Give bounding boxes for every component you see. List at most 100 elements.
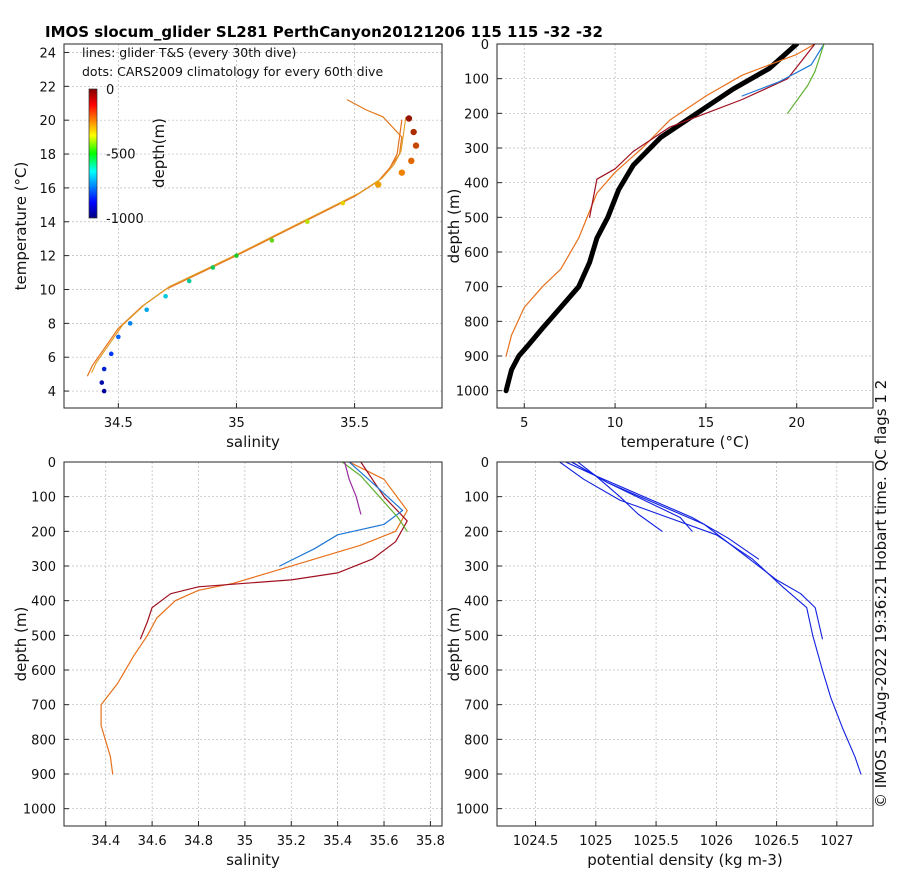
series-line-2 <box>346 99 403 169</box>
y-tick-label: 400 <box>31 595 56 610</box>
colorbar-tick-label: -500 <box>106 148 136 163</box>
series-line-1 <box>100 462 408 775</box>
y-tick-label: 900 <box>464 350 489 365</box>
colorbar-tick-label: -1000 <box>106 212 144 227</box>
x-tick-label: 1026 <box>700 834 733 849</box>
y-tick-label: 800 <box>31 733 56 748</box>
y-tick-label: 0 <box>481 456 489 471</box>
colorbar-label: depth(m) <box>150 118 168 188</box>
y-tick-label: 300 <box>464 142 489 157</box>
y-tick-label: 900 <box>464 768 489 783</box>
y-tick-label: 700 <box>464 281 489 296</box>
x-tick-label: 1024.5 <box>513 834 559 849</box>
y-tick-label: 300 <box>31 560 56 575</box>
y-tick-label: 22 <box>39 80 56 95</box>
climatology-dot <box>408 157 415 165</box>
y-tick-label: 800 <box>464 733 489 748</box>
panel-ts: 34.5 35 35.5 4 6 8 10 12 14 16 18 20 22 24 salinity tem… <box>12 43 443 451</box>
climatology-dot <box>412 142 420 149</box>
series-line-4 <box>741 44 825 97</box>
climatology-dot <box>234 253 239 258</box>
x-tick-label: 34.6 <box>138 834 167 849</box>
x-tick-label: 35.8 <box>416 834 445 849</box>
series-line-offset <box>91 117 407 374</box>
climatology-dot <box>99 380 105 385</box>
y-tick-label: 6 <box>48 351 56 366</box>
climatology-dot <box>305 219 310 225</box>
y-tick-label: 20 <box>39 114 56 129</box>
x-axis-label: salinity <box>226 851 280 869</box>
series-group <box>86 99 420 394</box>
y-tick-label: 500 <box>464 211 489 226</box>
y-tick-label: 24 <box>39 46 56 61</box>
y-tick-label: 400 <box>464 595 489 610</box>
climatology-dot <box>375 181 382 188</box>
plot-frame <box>496 461 874 827</box>
y-tick-label: 1000 <box>456 803 489 818</box>
y-tick-label: 4 <box>48 385 56 400</box>
climatology-dot <box>410 128 417 136</box>
y-tick-label: 500 <box>31 629 56 644</box>
series-line-5 <box>344 462 362 515</box>
y-tick-label: 200 <box>464 525 489 540</box>
y-tick-label: 800 <box>464 315 489 330</box>
x-axis-label: temperature (°C) <box>621 433 750 451</box>
y-tick-label: 0 <box>481 38 489 53</box>
series-line-2 <box>139 462 408 640</box>
series-line-4 <box>341 462 408 532</box>
y-tick-label: 16 <box>39 182 56 197</box>
y-tick-label: 700 <box>464 699 489 714</box>
climatology-dot <box>101 388 107 394</box>
climatology-dot <box>127 321 133 326</box>
x-axis-label: salinity <box>226 433 280 451</box>
series-line-1 <box>503 44 800 394</box>
x-axis-label: potential density (kg m-3) <box>587 851 783 869</box>
series-group <box>100 462 408 775</box>
x-tick-label: 35 <box>237 834 254 849</box>
series-group <box>503 44 825 394</box>
y-tick-label: 100 <box>464 491 489 506</box>
plot-frame <box>63 43 443 409</box>
y-tick-label: 14 <box>39 216 56 231</box>
series-line-5 <box>577 462 663 532</box>
y-tick-label: 300 <box>464 560 489 575</box>
x-tick-label: 34.8 <box>184 834 213 849</box>
y-tick-label: 500 <box>464 629 489 644</box>
x-tick-label: 35 <box>228 416 245 431</box>
y-tick-label: 200 <box>31 525 56 540</box>
climatology-dot <box>405 115 413 122</box>
series-line-3 <box>279 462 404 567</box>
series-line-3 <box>588 44 816 218</box>
x-tick-label: 35.4 <box>323 834 352 849</box>
climatology-dot <box>340 200 346 206</box>
climatology-dot <box>108 351 114 357</box>
series-line-2 <box>505 44 816 357</box>
y-tick-label: 600 <box>464 664 489 679</box>
x-tick-label: 1025 <box>579 834 612 849</box>
x-tick-label: 1027 <box>820 834 853 849</box>
y-tick-label: 1000 <box>23 803 56 818</box>
series-group <box>559 462 862 775</box>
x-tick-label: 20 <box>788 416 805 431</box>
climatology-dot <box>210 265 216 270</box>
colorbar-tick-label: 0 <box>106 83 114 98</box>
climatology-dot <box>101 366 107 372</box>
plot-frame <box>496 43 874 409</box>
y-tick-label: 900 <box>31 768 56 783</box>
x-tick-label: 35.5 <box>340 416 369 431</box>
x-tick-label: 15 <box>698 416 715 431</box>
y-tick-label: 400 <box>464 177 489 192</box>
series-line-3 <box>565 462 760 560</box>
y-axis-label: depth (m) <box>12 607 30 682</box>
y-tick-label: 100 <box>31 491 56 506</box>
colorbar <box>88 88 98 219</box>
y-axis-label: depth (m) <box>445 607 463 682</box>
y-axis-label: depth (m) <box>445 189 463 264</box>
climatology-dot <box>186 278 192 284</box>
panel-dens_depth: 1024.5 1025 1025.5 1026 1026.5 1027 0 100 200 300… <box>445 456 874 869</box>
x-tick-label: 5 <box>520 416 528 431</box>
x-tick-label: 35.6 <box>370 834 399 849</box>
copyright-side-label: © IMOS 13-Aug-2022 19:36:21 Hobart time.… <box>872 380 890 808</box>
chart-title: IMOS slocum_glider SL281 PerthCanyon2012… <box>45 23 603 41</box>
